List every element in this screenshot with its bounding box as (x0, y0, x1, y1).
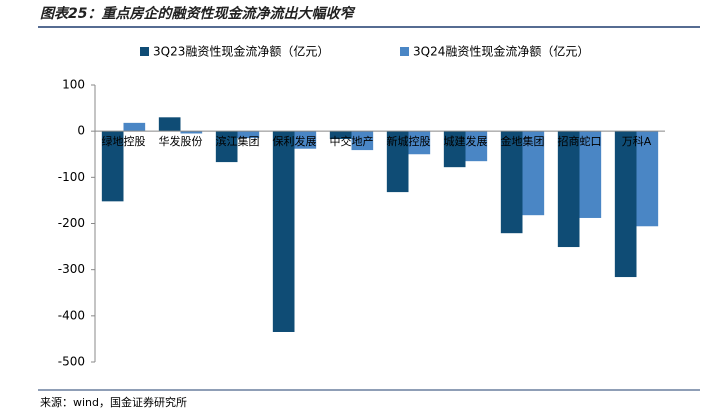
bar (237, 131, 260, 139)
x-tick-label: 新城控股 (387, 134, 431, 148)
x-tick-label: 保利发展 (273, 134, 317, 148)
bar (579, 131, 602, 218)
legend-label: 3Q24融资性现金流净额（亿元） (413, 44, 589, 59)
bar (180, 131, 203, 134)
bar (465, 131, 488, 162)
bar (294, 131, 317, 149)
bar (215, 131, 238, 163)
source: 来源：wind，国金证券研究所 (40, 395, 187, 409)
bar (500, 131, 523, 234)
bar (408, 131, 431, 155)
x-tick-label: 华发股份 (159, 134, 203, 148)
x-tick-label: 招商蛇口 (558, 134, 602, 148)
y-tick-label: -100 (58, 170, 85, 184)
x-tick-label: 金地集团 (501, 134, 545, 148)
bar (101, 131, 124, 202)
y-tick-label: 0 (77, 124, 85, 138)
x-tick-label: 绿地控股 (102, 134, 146, 148)
y-tick-label: -500 (58, 355, 85, 369)
bar (158, 117, 181, 132)
chart-title: 图表25：重点房企的融资性现金流净流出大幅收窄 (40, 5, 355, 22)
bar (123, 122, 146, 132)
bar (329, 131, 352, 140)
y-tick-label: 100 (62, 78, 85, 92)
x-tick-label: 中交地产 (330, 134, 374, 148)
y-tick-label: -300 (58, 262, 85, 276)
x-tick-label: 城建发展 (444, 134, 488, 148)
bar (272, 131, 295, 332)
bar (557, 131, 580, 248)
bar (443, 131, 466, 168)
y-tick-label: -400 (58, 308, 85, 322)
legend-swatch (140, 47, 149, 56)
bar (614, 131, 637, 278)
bar (522, 131, 545, 216)
x-tick-label: 万科A (622, 134, 652, 148)
bar (351, 131, 374, 151)
legend-swatch (400, 47, 409, 56)
y-tick-label: -200 (58, 216, 85, 230)
x-tick-label: 滨江集团 (216, 134, 260, 148)
legend-label: 3Q23融资性现金流净额（亿元） (153, 44, 329, 59)
bar (636, 131, 659, 227)
bar (386, 131, 409, 193)
